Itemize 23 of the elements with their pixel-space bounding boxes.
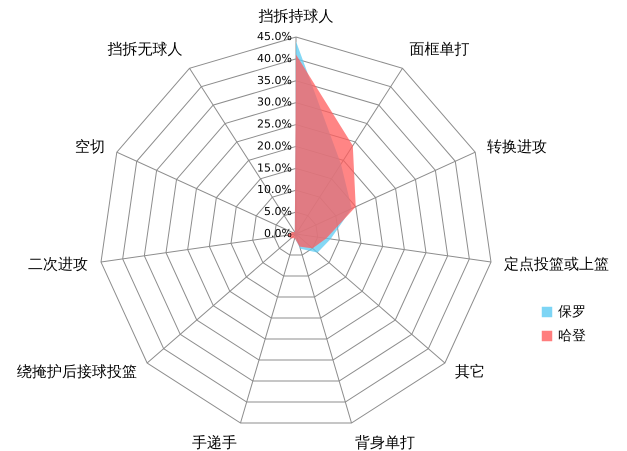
spoke-label: 定点投篮或上篮 [504,254,609,273]
y-tick-label: 40.0% [257,52,292,65]
y-tick-label: 25.0% [257,118,292,131]
y-tick-label: 0.0% [264,227,292,240]
spoke-label: 其它 [454,362,485,381]
spoke-label: 手递手 [192,434,237,451]
y-tick-label: 45.0% [257,30,292,43]
y-tick-label: 20.0% [257,139,292,152]
y-tick-label: 10.0% [257,183,292,196]
y-tick-label: 30.0% [257,96,292,109]
spoke-label: 转换进攻 [487,138,548,156]
spoke-label: 空切 [74,138,105,156]
spoke-label: 背身单打 [355,434,416,451]
y-tick-label: 35.0% [257,74,292,87]
spoke-label: 二次进攻 [28,254,88,273]
y-tick-label: 15.0% [257,161,292,174]
spoke-label: 绕掩护后接球投篮 [17,362,138,381]
spoke-label: 挡拆持球人 [258,6,334,25]
legend-label: 哈登 [558,328,586,344]
spoke-label: 挡拆无球人 [107,40,182,58]
legend-label: 保罗 [558,304,586,320]
spoke-label: 面框单打 [410,40,470,58]
y-tick-label: 5.0% [264,205,292,218]
